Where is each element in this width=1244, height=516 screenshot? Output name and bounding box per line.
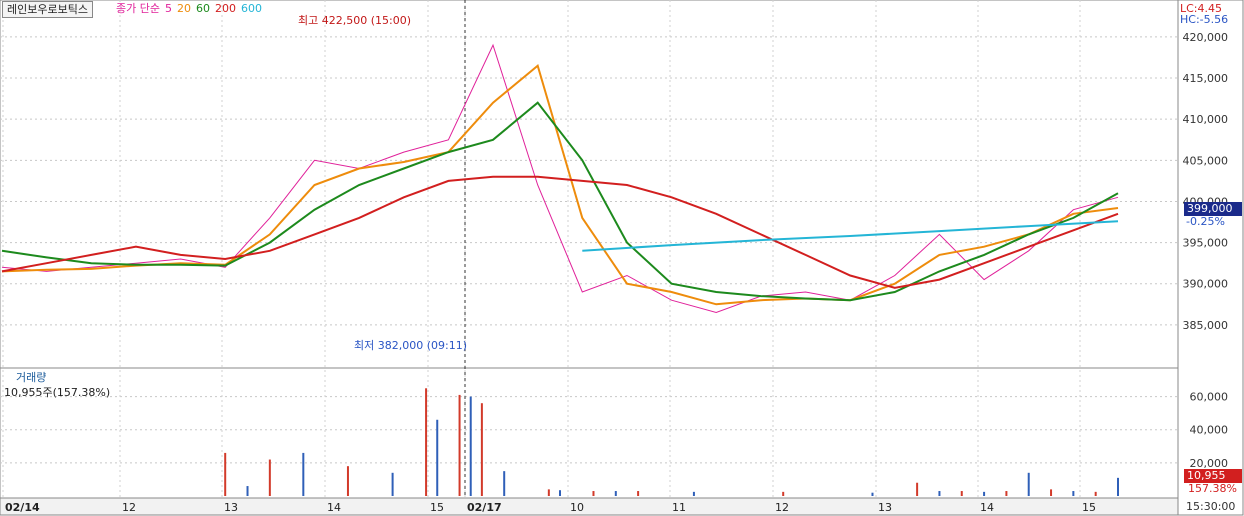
- hc-label: HC:-5.56: [1180, 13, 1229, 26]
- volume-pct-label: 157.38%: [1188, 482, 1237, 495]
- volume-tick-label: 20,000: [1190, 457, 1229, 470]
- volume-bar: [503, 471, 506, 496]
- x-tick-label: 10: [570, 501, 584, 514]
- ma-legend-item[interactable]: 600: [240, 2, 262, 15]
- volume-bar: [1072, 491, 1075, 496]
- price-tick-label: 385,000: [1183, 319, 1229, 332]
- volume-bar: [436, 419, 439, 496]
- x-tick-label: 13: [224, 501, 238, 514]
- x-tick-label: 14: [327, 501, 341, 514]
- ma-legend-item[interactable]: 60: [195, 2, 210, 15]
- volume-bar: [916, 482, 919, 496]
- x-tick-label: 11: [672, 501, 686, 514]
- volume-bar: [637, 491, 640, 496]
- x-tick-label: 15: [1082, 501, 1096, 514]
- x-tick-label: 02/17: [467, 501, 502, 514]
- series-line-600: [582, 220, 1119, 252]
- ma-legend-item[interactable]: 5: [164, 2, 172, 15]
- volume-bar: [425, 388, 428, 496]
- series-line-200: [1, 175, 1119, 289]
- volume-bar: [224, 452, 227, 496]
- volume-bar: [469, 396, 472, 496]
- volume-bar: [559, 490, 561, 496]
- current-price-badge: 399,000: [1184, 202, 1242, 216]
- price-series-lines: [1, 43, 1119, 314]
- volume-tick-label: 40,000: [1190, 424, 1229, 437]
- chart-gridlines: [0, 0, 1178, 498]
- volume-bar: [592, 491, 595, 496]
- x-tick-label: 15: [430, 501, 444, 514]
- volume-panel: [0, 367, 1179, 499]
- volume-bar: [1050, 489, 1053, 496]
- x-tick-label: 14: [980, 501, 994, 514]
- x-tick-label: 12: [775, 501, 789, 514]
- volume-bar: [268, 459, 271, 496]
- volume-bar: [1094, 491, 1097, 496]
- stock-name-box[interactable]: 레인보우로보틱스: [2, 1, 93, 18]
- volume-badge: 10,955: [1184, 469, 1242, 483]
- volume-bar: [246, 486, 249, 496]
- series-line-20: [1, 63, 1119, 306]
- stock-name: 레인보우로보틱스: [7, 3, 88, 16]
- volume-bar: [938, 491, 941, 496]
- series-line-60: [1, 101, 1119, 302]
- volume-panel-title: 거래량: [16, 371, 47, 384]
- volume-bar: [692, 491, 695, 496]
- volume-bar: [1117, 477, 1119, 496]
- price-tick-label: 420,000: [1183, 31, 1229, 44]
- volume-bar: [346, 466, 349, 496]
- volume-bar: [782, 491, 785, 496]
- time-label: 15:30:00: [1186, 500, 1236, 513]
- volume-bar: [302, 452, 305, 496]
- ma-legend: 종가 단순 5 20 60 200 600: [116, 2, 272, 16]
- volume-bar: [480, 403, 483, 496]
- x-tick-label: 12: [122, 501, 136, 514]
- volume-bar: [871, 492, 874, 496]
- volume-bar: [983, 491, 986, 496]
- volume-bar: [1005, 491, 1008, 496]
- ma-legend-item[interactable]: 20: [176, 2, 191, 15]
- lc-label: LC:4.45: [1180, 2, 1223, 15]
- price-tick-label: 415,000: [1183, 72, 1229, 85]
- high-annotation: 최고 422,500 (15:00): [298, 14, 412, 27]
- volume-bar: [391, 472, 394, 496]
- chart-axes: 385,000390,000395,000400,000405,000410,0…: [5, 31, 1228, 514]
- x-tick-label: 02/14: [5, 501, 40, 514]
- x-tick-label: 13: [878, 501, 892, 514]
- series-line-5: [1, 43, 1119, 314]
- change-label: -0.25%: [1186, 215, 1225, 228]
- ma-legend-items: 5 20 60 200 600: [165, 2, 267, 15]
- volume-bars: [224, 388, 1119, 496]
- volume-bar: [960, 491, 963, 496]
- volume-tick-label: 60,000: [1190, 391, 1229, 404]
- price-panel: [0, 0, 1179, 369]
- y-axis-strip: [1177, 0, 1244, 516]
- low-annotation: 최저 382,000 (09:11): [354, 339, 468, 352]
- ma-legend-title: 종가 단순: [116, 2, 160, 15]
- price-tick-label: 390,000: [1183, 278, 1229, 291]
- volume-bar: [614, 491, 617, 496]
- x-axis-strip: [0, 497, 1179, 516]
- ma-legend-item[interactable]: 200: [214, 2, 236, 15]
- volume-value: 10,955주(157.38%): [4, 386, 111, 399]
- volume-bar: [547, 489, 550, 496]
- price-tick-label: 410,000: [1183, 113, 1229, 126]
- price-tick-label: 395,000: [1183, 237, 1229, 250]
- volume-bar: [1027, 472, 1030, 496]
- volume-bar: [458, 394, 461, 496]
- price-tick-label: 405,000: [1183, 154, 1229, 167]
